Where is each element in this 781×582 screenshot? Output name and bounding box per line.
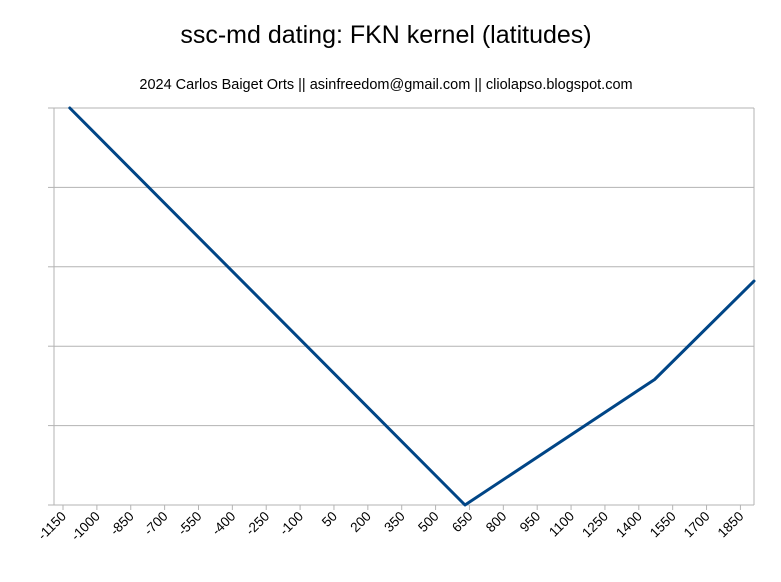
x-tick-label: -700	[141, 509, 171, 539]
x-tick-label: 800	[483, 509, 510, 536]
x-tick-label: -250	[243, 509, 273, 539]
x-tick-label: 650	[449, 509, 476, 536]
chart-subtitle: 2024 Carlos Baiget Orts || asinfreedom@g…	[139, 77, 632, 93]
plot-area: -1150-1000 -850 -700 -550 -400 -250 -100 50 200 3…	[35, 106, 756, 544]
x-tick-label: 1850	[715, 509, 747, 541]
axes	[48, 107, 755, 510]
x-tick-label: 500	[415, 509, 442, 536]
x-tick-label: 1100	[546, 509, 577, 540]
x-tick-label: 200	[347, 509, 374, 536]
x-tick-label: -1150	[35, 509, 69, 543]
x-tick-label: 1550	[647, 509, 679, 541]
x-tick-label: -100	[276, 509, 306, 539]
x-tick-label: 1700	[681, 509, 713, 541]
series-line	[68, 106, 756, 507]
x-tick-labels: -1150-1000 -850 -700 -550 -400 -250 -100 50 200 3…	[35, 509, 747, 544]
chart-title: ssc-md dating: FKN kernel (latitudes)	[180, 21, 591, 49]
x-tick-label: 1400	[613, 509, 645, 541]
series	[68, 106, 756, 507]
x-tick-label: -550	[175, 509, 205, 539]
x-tick-label: 1250	[579, 509, 611, 541]
x-tick-label: -1000	[68, 509, 103, 544]
x-tick-label: -850	[107, 509, 137, 539]
x-tick-label: -400	[209, 509, 239, 539]
x-tick-label: 350	[381, 509, 408, 536]
x-tick-label: 950	[517, 509, 544, 536]
x-tick-label: 50	[319, 509, 340, 530]
